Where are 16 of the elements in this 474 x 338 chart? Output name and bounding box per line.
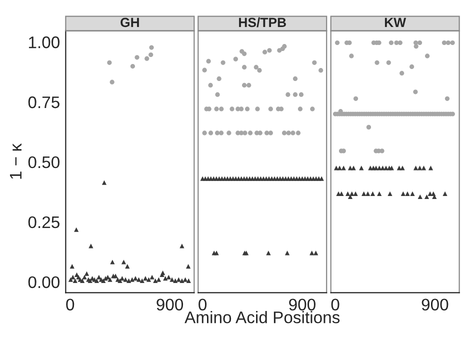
x-tick-label: 0 [66,298,74,311]
x-tick-label: 900 [289,298,316,311]
x-axis-title: Amino Acid Positions [184,311,340,324]
y-tick-label: 0.00 [28,276,60,288]
chart-title: KW [384,18,406,27]
y-axis-title: 1 − κ [10,143,22,179]
x-tick-label: 900 [156,298,184,311]
y-tick-label: 0.50 [28,156,60,168]
x-tick-label: 900 [422,298,448,311]
y-tick-label: 0.25 [28,216,60,228]
chart-title: GH [120,18,139,28]
chart-title: HS/TPB [239,17,286,28]
y-tick-label: 1.00 [28,36,60,48]
x-tick-label: 0 [198,298,207,311]
y-tick-label: 0.75 [28,96,60,108]
x-tick-label: 0 [331,298,340,311]
